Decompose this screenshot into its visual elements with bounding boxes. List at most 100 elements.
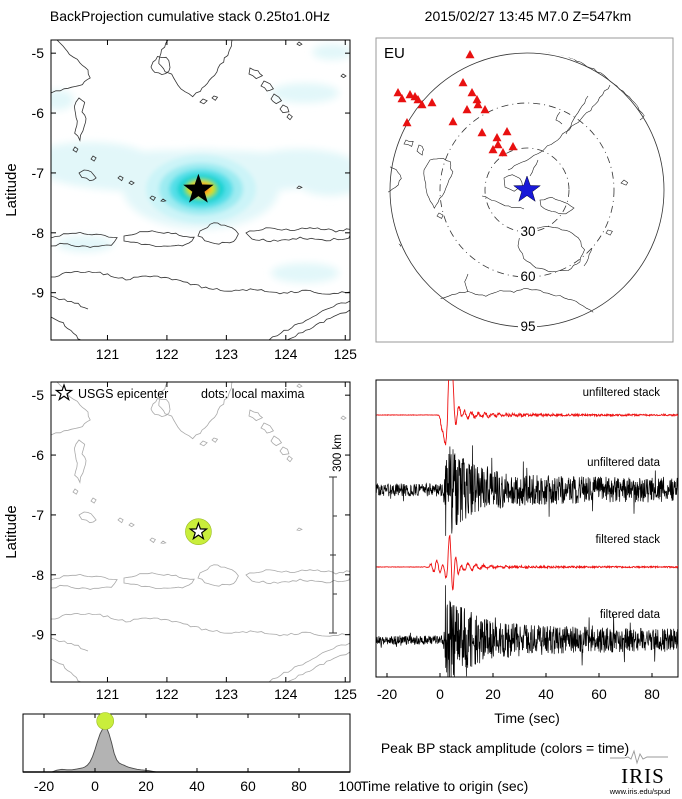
circle-label-halo [518,270,537,283]
coastlines [51,40,350,340]
cyan-patch [312,44,350,60]
coastline [72,146,79,153]
station-triangle [473,100,483,109]
scale-bar [329,476,337,634]
coastline [340,415,347,421]
peak-area [51,726,157,772]
coastline [51,295,89,310]
coastline [268,300,350,340]
epicenter-star [183,173,214,203]
axis-ticks [386,673,653,677]
y-tick-label: -9 [32,627,45,643]
coastline [149,537,156,544]
coastline [51,658,82,682]
coastline [245,227,350,243]
coastline [539,196,575,215]
coastline [388,219,393,253]
coast-group [388,51,659,319]
y-tick-label: -5 [32,45,45,61]
station-triangle [448,117,458,126]
circle-label-halo [518,225,537,238]
y-tick-label: -8 [32,225,45,241]
coastline [393,241,401,255]
coastline [260,80,275,92]
x-tick-label: 60 [240,778,256,794]
seismogram-xlabel: Time (sec) [494,710,560,726]
left-title: BackProjection cumulative stack 0.25to1.… [50,8,330,24]
coastline [286,113,293,121]
axes-box [375,379,679,678]
peak-time-dot [96,712,114,730]
coastline [279,104,290,114]
coastline [340,73,347,79]
legend-dots-label: dots: local maxima [201,387,305,401]
cyan-patch [51,90,74,110]
trace-label: filtered stack [595,534,660,546]
coastline [128,180,135,186]
coastline [583,247,593,267]
x-tick-label: -20 [377,686,397,702]
station-triangle [480,105,490,114]
coastline [149,195,156,202]
coastline [464,273,469,293]
coastline [296,185,303,189]
bottom-map-ylabel: Latitude [3,505,20,558]
coastline [150,398,171,418]
map-content: 30 60 95 [388,50,665,334]
peak-amplitude-panel: -20 0 20 40 60 80 100 [22,712,362,794]
coastline [639,103,659,121]
map-content [51,382,350,682]
peak-annotation: Peak BP stack amplitude (colors = time) [381,740,629,756]
axes-box [50,381,351,683]
filtered-stack-trace [376,534,678,591]
coastline [211,437,219,443]
coastline [286,309,350,340]
coastline [436,212,444,219]
coastline [565,95,589,135]
station-triangle [502,127,512,136]
coastline [78,169,97,182]
station-triangle [427,98,437,107]
axis-ticks [51,40,350,340]
station-triangle [462,105,472,114]
coastline [90,155,97,162]
coastline [517,226,585,273]
strip-xlabel: Time relative to origin (sec) [360,778,528,794]
station-triangle [488,145,498,154]
iris-logo-url: www.iris.edu/spud [609,787,670,796]
coastline [128,522,135,528]
stations [393,50,518,157]
x-tick-label: 100 [338,778,362,794]
coastline [245,569,350,585]
scale-bar-label: 300 km [332,434,344,472]
distance-circle [439,102,615,278]
seismogram-panel: -20 0 20 40 60 80 unfiltered stack unfiltered d… [375,379,679,702]
coastline [286,455,293,463]
iris-logo: IRIS www.iris.edu/spud [609,749,670,796]
coastline [51,40,91,94]
coastline [51,613,350,637]
x-tick-label: 80 [291,778,307,794]
coastlines [388,51,659,319]
axis-ticks [43,714,351,772]
legend-star-icon [54,383,74,401]
station-triangle [393,88,403,97]
station-triangle [498,148,508,157]
cyan-patch [271,83,339,103]
coastline [160,198,167,202]
station-triangle [493,140,503,149]
usgs-epicenter-star [188,521,209,541]
coastline [51,231,118,248]
x-tick-label: 123 [215,686,239,702]
station-triangle [472,95,482,104]
coastline [270,93,283,105]
coastline [279,446,290,456]
region-label: EU [384,45,405,62]
cyan-patch [271,263,339,283]
distance-circle-label: 95 [520,319,535,334]
x-tick-label: 0 [436,686,444,702]
distance-circle-label: 30 [520,224,535,239]
coastline [73,439,87,484]
